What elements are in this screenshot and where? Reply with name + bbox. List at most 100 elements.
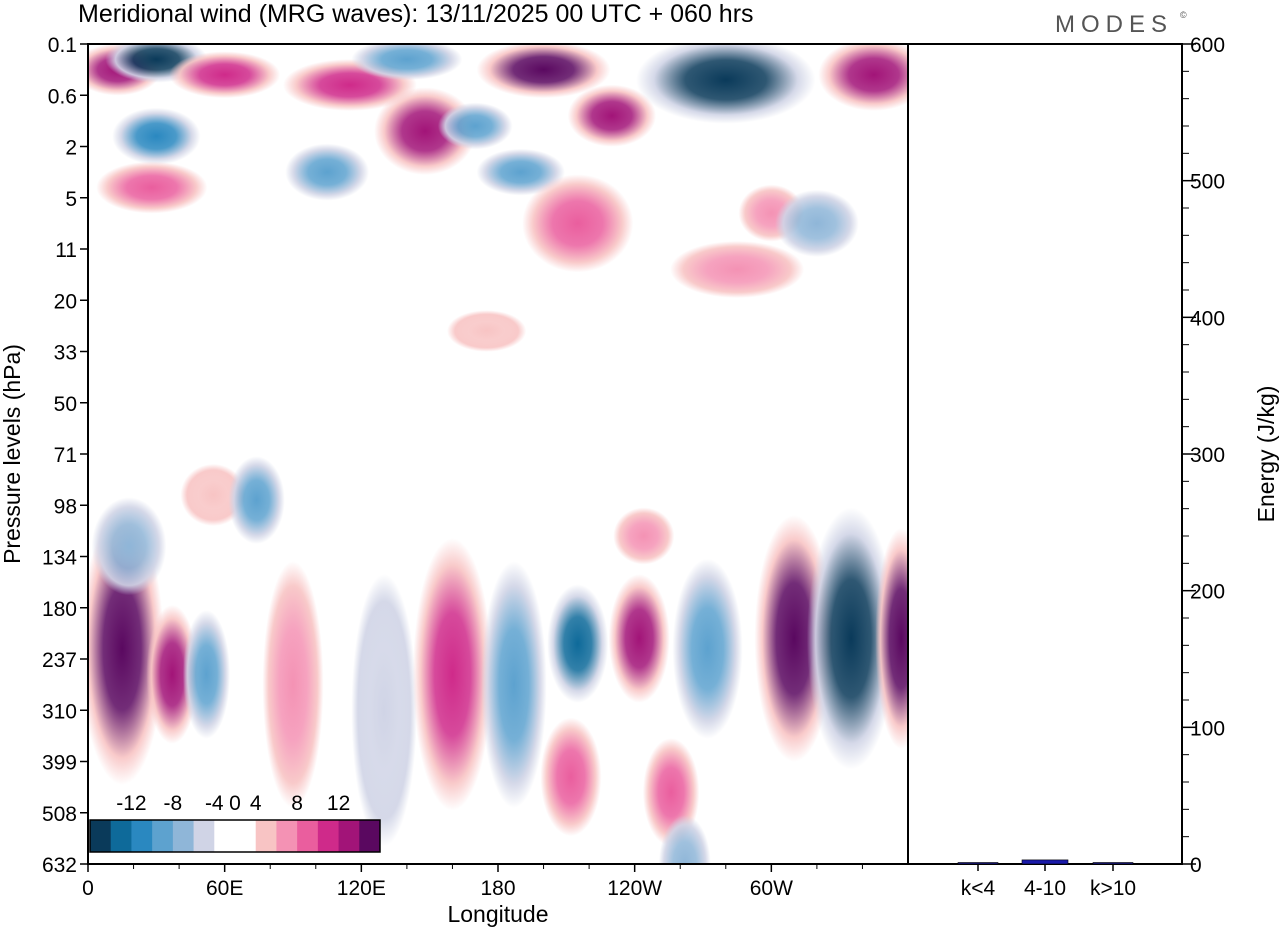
y-tick-label: 0.1 bbox=[48, 34, 77, 57]
x-tick-label: 0 bbox=[82, 877, 94, 900]
energy-panel: 0 100 200 300 400 500 600 k<4 4-10 k>10 Energy (… bbox=[907, 34, 1279, 900]
x-tick-label: 180 bbox=[480, 877, 515, 900]
contour-feature bbox=[447, 310, 527, 352]
contour-feature bbox=[351, 44, 463, 81]
contour-feature bbox=[112, 107, 201, 165]
contour-feature bbox=[91, 497, 167, 596]
colorbar-label: 12 bbox=[327, 792, 350, 815]
colorbar: -12 -8 -4 0 4 8 12 bbox=[89, 792, 381, 853]
colorbar-swatch bbox=[152, 820, 174, 852]
x-axis-ticks: 0 60E 120E 180 120W 60W bbox=[82, 864, 863, 900]
energy-bars: k<4 4-10 k>10 bbox=[957, 859, 1136, 900]
y-tick-label: 33 bbox=[54, 342, 77, 365]
contour-feature bbox=[146, 604, 199, 744]
x-tick-label: 120E bbox=[337, 877, 386, 900]
colorbar-label: 0 bbox=[229, 792, 241, 815]
contour-feature bbox=[875, 528, 908, 749]
x-tick-label: 120W bbox=[607, 877, 662, 900]
x-tick-label: 60W bbox=[750, 877, 793, 900]
colorbar-swatch bbox=[90, 820, 112, 852]
x-tick-label: 60E bbox=[206, 877, 243, 900]
contour-feature bbox=[818, 44, 908, 111]
energy-bar bbox=[957, 862, 999, 865]
contour-feature bbox=[636, 44, 816, 124]
contour-feature bbox=[613, 507, 675, 565]
y-tick-label: 71 bbox=[54, 444, 77, 467]
energy-tick-label: 300 bbox=[1190, 444, 1225, 467]
contour-feature bbox=[412, 538, 493, 811]
y-tick-label: 50 bbox=[54, 393, 77, 416]
colorbar-frame bbox=[89, 819, 381, 853]
y-tick-label: 20 bbox=[54, 290, 77, 313]
contour-feature bbox=[522, 174, 634, 273]
energy-frame bbox=[907, 43, 1183, 865]
colorbar-swatch bbox=[317, 820, 340, 852]
energy-tick-label: 400 bbox=[1190, 307, 1225, 330]
contour-feature bbox=[96, 161, 208, 214]
y-axis-ticks: 0.1 0.6 2 5 11 20 33 50 71 98 134 180 237 310 399 508 63… bbox=[42, 34, 88, 877]
contour-feature bbox=[351, 574, 417, 847]
contour-feature bbox=[775, 189, 859, 257]
energy-axis-ticks: 0 100 200 300 400 500 600 bbox=[1182, 34, 1225, 877]
energy-tick-label: 500 bbox=[1190, 171, 1225, 194]
contour-feature bbox=[285, 143, 370, 201]
contour-feature bbox=[262, 561, 324, 808]
colorbar-swatch bbox=[255, 820, 277, 852]
colorbar-swatch bbox=[214, 820, 236, 852]
contour-feature bbox=[670, 241, 805, 298]
contour-feature bbox=[672, 558, 743, 739]
colorbar-swatch bbox=[338, 820, 360, 852]
colorbar-swatch bbox=[359, 820, 381, 852]
colorbar-label: 8 bbox=[291, 792, 303, 815]
energy-bar bbox=[1092, 862, 1134, 865]
contour-feature bbox=[567, 84, 657, 147]
contour-feature bbox=[169, 51, 281, 99]
contour-feature bbox=[658, 815, 711, 864]
brand-name: MODES bbox=[1055, 11, 1173, 38]
colorbar-swatch bbox=[131, 820, 153, 852]
heatmap-panel: 0 60E 120E 180 120W 60W 0.1 0.6 2 5 11 20 33 50 71 98 1… bbox=[0, 34, 909, 927]
brand-mark: © bbox=[1180, 10, 1187, 20]
y-tick-label: 310 bbox=[42, 700, 77, 723]
y-tick-label: 5 bbox=[65, 188, 77, 211]
y-tick-label: 0.6 bbox=[48, 85, 77, 108]
colorbar-label: 4 bbox=[250, 792, 262, 815]
energy-tick-label: 0 bbox=[1190, 854, 1202, 877]
energy-category-label: 4-10 bbox=[1024, 877, 1066, 900]
modes-logo: MODES © bbox=[1055, 10, 1187, 38]
contour-feature bbox=[228, 456, 285, 544]
contour-feature bbox=[547, 584, 609, 703]
colorbar-swatch bbox=[193, 820, 215, 852]
colorbar-swatch bbox=[172, 820, 195, 852]
y-tick-label: 98 bbox=[54, 495, 77, 518]
contour-feature bbox=[481, 561, 547, 808]
colorbar-swatch bbox=[235, 820, 257, 852]
energy-category-label: k>10 bbox=[1090, 877, 1136, 900]
chart-title: Meridional wind (MRG waves): 13/11/2025 … bbox=[78, 0, 754, 28]
x-axis-label: Longitude bbox=[447, 901, 548, 927]
y-tick-label: 632 bbox=[42, 854, 77, 877]
y-tick-label: 134 bbox=[42, 547, 77, 570]
energy-axis-label: Energy (J/kg) bbox=[1253, 386, 1279, 523]
colorbar-swatch bbox=[297, 820, 319, 852]
colorbar-label: -8 bbox=[164, 792, 183, 815]
colorbar-label: -12 bbox=[116, 792, 146, 815]
y-tick-label: 399 bbox=[42, 752, 77, 775]
contour-feature bbox=[476, 44, 611, 99]
y-axis-label: Pressure levels (hPa) bbox=[0, 344, 25, 564]
y-tick-label: 237 bbox=[42, 649, 77, 672]
y-tick-label: 2 bbox=[65, 137, 77, 160]
energy-tick-label: 200 bbox=[1190, 581, 1225, 604]
y-tick-label: 11 bbox=[55, 239, 77, 262]
contour-feature bbox=[182, 610, 231, 739]
colorbar-label: -4 bbox=[205, 792, 224, 815]
contour-feature bbox=[806, 507, 896, 770]
y-tick-label: 180 bbox=[42, 598, 77, 621]
contour-field bbox=[88, 44, 908, 864]
energy-category-label: k<4 bbox=[961, 877, 996, 900]
colorbar-swatch bbox=[110, 820, 132, 852]
colorbar-swatch bbox=[276, 820, 298, 852]
energy-tick-label: 600 bbox=[1190, 34, 1225, 57]
y-tick-label: 508 bbox=[42, 803, 77, 826]
